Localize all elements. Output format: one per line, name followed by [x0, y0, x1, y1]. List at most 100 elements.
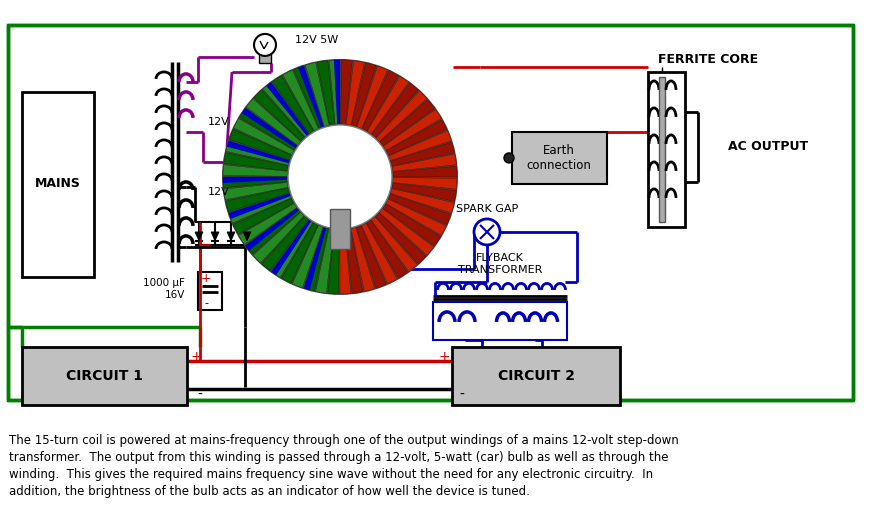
Wedge shape	[386, 199, 447, 235]
Wedge shape	[304, 228, 326, 290]
Wedge shape	[239, 108, 297, 150]
Wedge shape	[383, 204, 440, 246]
Wedge shape	[329, 60, 340, 124]
Wedge shape	[317, 61, 335, 125]
Text: AC OUTPUT: AC OUTPUT	[728, 141, 808, 153]
Wedge shape	[223, 165, 288, 176]
Wedge shape	[392, 154, 456, 172]
Wedge shape	[392, 178, 457, 189]
Wedge shape	[367, 76, 409, 134]
Wedge shape	[392, 166, 457, 177]
Bar	[648, 72, 685, 227]
Wedge shape	[294, 66, 323, 128]
Wedge shape	[316, 229, 334, 293]
Wedge shape	[345, 229, 363, 293]
Wedge shape	[346, 61, 364, 125]
Text: +: +	[438, 350, 450, 364]
Text: SPARK GAP: SPARK GAP	[456, 204, 518, 214]
Bar	[659, 77, 665, 222]
Circle shape	[474, 219, 500, 245]
Wedge shape	[227, 141, 289, 163]
Circle shape	[288, 125, 392, 229]
Text: CIRCUIT 1: CIRCUIT 1	[66, 369, 142, 383]
Bar	[452, 347, 620, 405]
Text: -: -	[460, 388, 464, 402]
Wedge shape	[233, 118, 294, 155]
Wedge shape	[293, 225, 323, 288]
Wedge shape	[362, 71, 399, 131]
Circle shape	[504, 153, 514, 163]
Wedge shape	[242, 108, 297, 148]
Wedge shape	[229, 194, 290, 219]
Polygon shape	[243, 232, 251, 241]
Wedge shape	[379, 209, 434, 255]
Wedge shape	[267, 82, 309, 136]
Text: MAINS: MAINS	[35, 177, 81, 190]
Text: 12V: 12V	[208, 117, 230, 127]
Wedge shape	[305, 62, 329, 127]
Circle shape	[254, 34, 276, 56]
Wedge shape	[340, 230, 350, 294]
Wedge shape	[283, 70, 318, 131]
Wedge shape	[388, 194, 451, 224]
Wedge shape	[328, 230, 339, 294]
Bar	[22, 347, 187, 405]
Text: 12V: 12V	[208, 187, 230, 197]
Wedge shape	[261, 217, 309, 271]
Wedge shape	[246, 99, 301, 145]
Bar	[659, 77, 665, 222]
Bar	[330, 209, 350, 249]
Wedge shape	[225, 141, 289, 165]
Polygon shape	[195, 232, 203, 241]
Wedge shape	[391, 189, 454, 213]
Polygon shape	[211, 232, 219, 241]
Text: -: -	[197, 388, 202, 402]
Wedge shape	[222, 59, 458, 295]
Wedge shape	[357, 225, 386, 288]
Wedge shape	[224, 153, 288, 170]
Text: Earth
connection: Earth connection	[526, 144, 592, 172]
Wedge shape	[304, 228, 329, 291]
Wedge shape	[223, 177, 287, 183]
Bar	[198, 272, 222, 310]
Wedge shape	[341, 60, 352, 124]
Wedge shape	[254, 90, 304, 141]
Text: CIRCUIT 2: CIRCUIT 2	[497, 369, 574, 383]
Wedge shape	[246, 208, 299, 251]
Wedge shape	[376, 91, 427, 141]
Wedge shape	[389, 131, 451, 161]
Bar	[433, 302, 567, 340]
Text: +: +	[201, 272, 212, 286]
Wedge shape	[366, 220, 407, 278]
Wedge shape	[371, 83, 419, 138]
Bar	[22, 92, 94, 277]
Wedge shape	[271, 220, 311, 275]
Text: FERRITE CORE: FERRITE CORE	[658, 53, 758, 66]
Wedge shape	[273, 76, 314, 134]
Wedge shape	[386, 120, 447, 155]
Wedge shape	[334, 60, 340, 124]
Wedge shape	[263, 82, 309, 137]
Wedge shape	[224, 183, 288, 200]
Wedge shape	[351, 228, 375, 291]
Bar	[330, 209, 350, 249]
Text: -: -	[204, 298, 208, 308]
Wedge shape	[239, 203, 297, 245]
Polygon shape	[227, 232, 235, 241]
Wedge shape	[384, 109, 441, 151]
Wedge shape	[391, 142, 454, 166]
Wedge shape	[246, 208, 300, 254]
Text: +: +	[191, 350, 203, 364]
Wedge shape	[376, 213, 426, 264]
Wedge shape	[380, 100, 434, 146]
Wedge shape	[223, 177, 288, 188]
Wedge shape	[253, 212, 304, 263]
Wedge shape	[225, 188, 289, 212]
Wedge shape	[229, 194, 291, 223]
Bar	[512, 132, 607, 184]
Wedge shape	[229, 129, 292, 160]
Text: 1000 μF
16V: 1000 μF 16V	[143, 278, 185, 300]
Wedge shape	[357, 66, 387, 129]
Text: 12V 5W: 12V 5W	[295, 35, 338, 45]
Wedge shape	[362, 223, 397, 284]
